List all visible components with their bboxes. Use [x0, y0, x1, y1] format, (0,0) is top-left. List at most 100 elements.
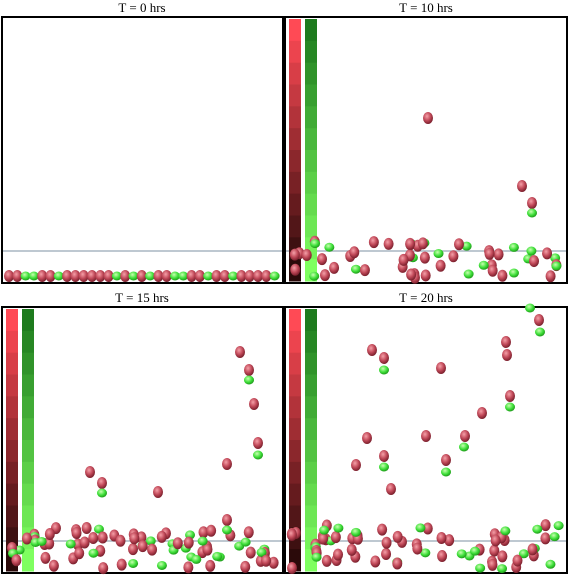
cell	[243, 526, 254, 539]
green-scale-segment	[305, 440, 317, 463]
cell	[28, 271, 39, 281]
cell	[502, 349, 512, 361]
cell	[249, 398, 259, 410]
red-scale-segment	[6, 483, 18, 506]
cell	[329, 261, 340, 274]
cell	[527, 208, 537, 218]
cell	[525, 303, 535, 313]
cell	[321, 554, 332, 567]
cell	[444, 534, 455, 547]
cell	[398, 253, 409, 266]
cell	[527, 197, 537, 209]
cell	[21, 532, 32, 545]
green-scale-segment	[22, 549, 34, 572]
cell	[311, 552, 322, 562]
cell	[487, 558, 498, 571]
cell	[128, 558, 139, 568]
cell	[392, 557, 403, 570]
cell	[379, 352, 389, 364]
green-scale-segment	[305, 215, 317, 238]
cell	[540, 519, 551, 532]
cell	[381, 536, 392, 549]
cell	[405, 237, 416, 250]
cell	[116, 558, 127, 571]
green-scale-segment	[22, 330, 34, 354]
cell	[379, 462, 389, 472]
cell	[470, 546, 481, 556]
red-scale-segment	[6, 352, 18, 375]
cell	[70, 270, 81, 282]
red-scale-segment	[289, 505, 301, 528]
green-scale-segment	[305, 483, 317, 506]
cell	[351, 527, 362, 537]
cell	[71, 527, 82, 540]
cell	[253, 450, 263, 460]
cell	[540, 532, 551, 545]
cell	[48, 559, 59, 572]
cell	[45, 270, 56, 282]
green-scale-segment	[22, 352, 34, 375]
cell	[346, 543, 357, 556]
red-scale-segment	[289, 19, 301, 42]
cell	[40, 551, 51, 564]
cell	[551, 261, 562, 271]
cell	[379, 450, 389, 462]
red-scale-segment	[289, 171, 301, 195]
cell	[534, 314, 544, 326]
cell	[240, 537, 251, 547]
cell	[222, 514, 232, 526]
red-scale-segment	[6, 309, 18, 332]
green-scale-segment	[22, 440, 34, 463]
cell	[4, 270, 14, 282]
cell	[20, 271, 31, 281]
red-scale-segment	[6, 330, 18, 354]
panel-frame	[284, 16, 568, 284]
cell	[406, 268, 417, 281]
cell	[290, 263, 301, 276]
cell	[517, 180, 527, 192]
cell	[228, 271, 239, 281]
cell	[153, 486, 163, 498]
green-scale-segment	[305, 330, 317, 354]
cell	[545, 270, 556, 283]
cell	[202, 543, 213, 556]
cell	[500, 526, 511, 536]
cell	[362, 432, 372, 444]
red-scale-segment	[289, 374, 301, 397]
green-scale-segment	[305, 309, 317, 332]
green-scale-segment	[305, 418, 317, 441]
red-scale-segment	[6, 418, 18, 441]
red-scale-segment	[6, 374, 18, 397]
cell	[240, 560, 251, 573]
green-scale-segment	[305, 84, 317, 107]
cell	[377, 523, 388, 536]
green-scale-segment	[22, 309, 34, 332]
cell	[44, 528, 55, 541]
cell	[85, 466, 95, 478]
cell	[420, 269, 431, 282]
cell	[172, 537, 183, 550]
cell	[421, 430, 431, 442]
cell	[319, 525, 330, 535]
red-scale-segment	[289, 193, 301, 216]
cell	[370, 555, 381, 568]
cell	[497, 550, 508, 563]
panel-frame	[1, 16, 284, 284]
cell	[318, 532, 329, 545]
cell	[128, 543, 139, 556]
green-scale-segment	[305, 150, 317, 173]
cell	[256, 547, 267, 557]
cell	[161, 270, 172, 282]
cell	[222, 525, 232, 535]
cell	[269, 271, 280, 281]
cell	[545, 559, 556, 569]
cell	[478, 260, 489, 270]
cell	[97, 531, 108, 544]
cell	[87, 270, 97, 282]
cell	[11, 554, 22, 567]
green-scale-segment	[305, 396, 317, 419]
cell	[115, 534, 126, 547]
red-scale-segment	[289, 483, 301, 506]
cell	[205, 559, 216, 572]
cell	[359, 264, 370, 277]
